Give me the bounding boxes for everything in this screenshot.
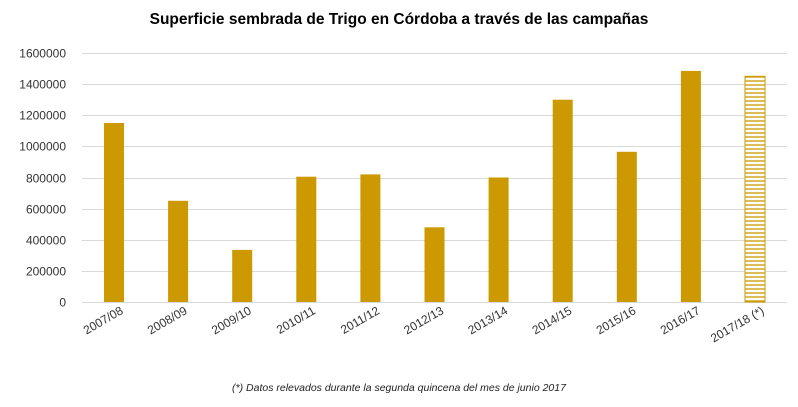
y-tick-label: 400000: [26, 234, 66, 248]
x-tick-label: 2007/08: [81, 303, 126, 337]
y-tick-label: 1400000: [19, 78, 66, 92]
bar: [168, 200, 189, 302]
x-tick-label: 2013/14: [466, 303, 511, 337]
chart-title: Superficie sembrada de Trigo en Córdoba …: [149, 11, 649, 28]
chart-footnote: (*) Datos relevados durante la segunda q…: [232, 382, 566, 394]
y-axis-ticks: 0 200000 400000 600000 800000 1000000 1200000 1…: [19, 47, 66, 310]
bar: [296, 176, 317, 302]
y-tick-label: 200000: [26, 265, 66, 279]
bar-estimated: [744, 75, 766, 303]
bar: [616, 151, 637, 302]
x-tick-label: 2008/09: [145, 303, 190, 337]
x-axis-ticks: 2007/08 2008/09 2009/10 2010/11 2011/12 2012/…: [81, 303, 767, 345]
x-tick-label: 2014/15: [530, 303, 575, 337]
y-tick-label: 0: [59, 296, 66, 310]
bar: [104, 123, 124, 302]
bar: [232, 249, 253, 302]
x-tick-label: 2017/18 (*): [708, 303, 766, 345]
y-tick-label: 1200000: [19, 109, 66, 123]
x-tick-label: 2015/16: [594, 303, 639, 337]
y-tick-label: 1600000: [19, 47, 66, 61]
bar: [424, 227, 445, 302]
y-tick-label: 600000: [26, 203, 66, 217]
bar: [360, 174, 381, 302]
x-tick-label: 2010/11: [274, 303, 318, 337]
y-tick-label: 800000: [26, 172, 66, 186]
bar: [488, 177, 509, 302]
x-tick-label: 2016/17: [658, 303, 703, 337]
y-tick-label: 1000000: [19, 140, 66, 154]
bar: [680, 70, 701, 303]
bar: [552, 99, 573, 302]
x-tick-label: 2011/12: [338, 303, 382, 337]
x-tick-label: 2009/10: [209, 303, 254, 337]
bars: [104, 70, 766, 303]
x-tick-label: 2012/13: [401, 303, 446, 337]
